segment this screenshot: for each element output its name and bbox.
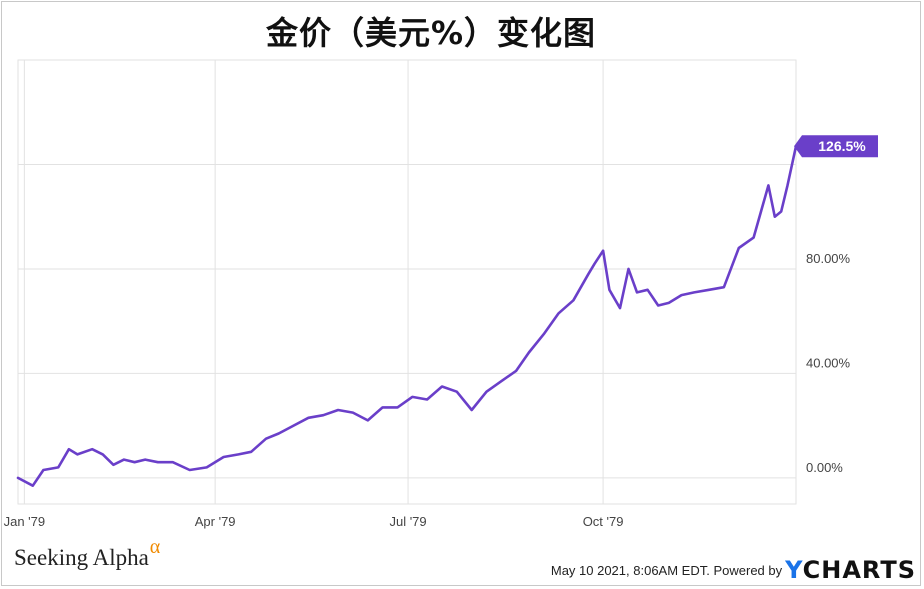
x-tick-label: Jul '79: [389, 514, 426, 529]
series-line: [16, 144, 798, 488]
x-tick-label: Jan '79: [4, 514, 46, 529]
alpha-icon: α: [149, 536, 161, 558]
y-tick-label: 0.00%: [806, 460, 843, 475]
grid-layer: [17, 59, 797, 505]
y-tick-label: 40.00%: [806, 355, 851, 370]
x-tick-label: Oct '79: [583, 514, 624, 529]
footer-timestamp: May 10 2021, 8:06AM EDT.: [550, 562, 710, 578]
series-layer: [16, 144, 798, 488]
x-tick-label: Apr '79: [195, 514, 236, 529]
label-layer: 0.00% 40.00% 80.00% Jan '79 Apr '79 Jul '79 Oc…: [4, 135, 878, 529]
ycharts-logo[interactable]: YCHARTS: [785, 556, 916, 584]
footer-attribution: May 10 2021, 8:06AM EDT. Powered by YCHA…: [551, 556, 916, 584]
end-value-label: 126.5%: [818, 138, 866, 154]
plot-border: [17, 59, 797, 505]
y-tick-label: 80.00%: [806, 251, 851, 266]
powered-by-text: Powered by: [713, 562, 783, 578]
seeking-alpha-text: Seeking Alpha: [14, 545, 149, 570]
seeking-alpha-logo[interactable]: Seeking Alphaα: [14, 536, 160, 571]
ycharts-wordmark: CHARTS: [802, 556, 916, 584]
ycharts-y-icon: Y: [785, 556, 803, 584]
end-value-callout: [794, 135, 878, 158]
chart-title: 金价（美元%）变化图: [265, 14, 597, 52]
